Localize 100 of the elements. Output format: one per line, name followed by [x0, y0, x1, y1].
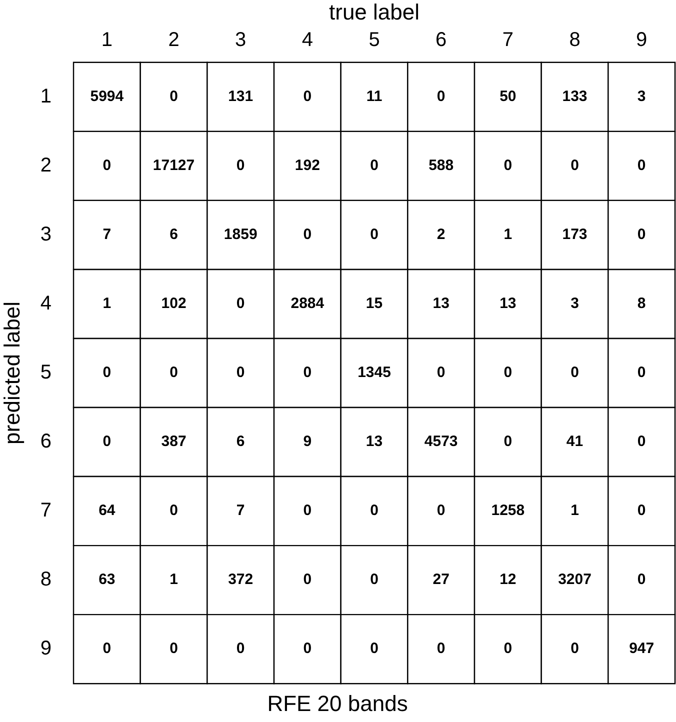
data-label: 3207 [558, 571, 592, 588]
data-label: 0 [303, 226, 312, 244]
data-label: 0 [637, 571, 646, 588]
data-label: 0 [436, 502, 446, 520]
data-label: 0 [170, 88, 178, 106]
data-label: 0 [370, 226, 378, 244]
x-tick-label: 2 [168, 28, 180, 51]
data-label: 0 [236, 364, 245, 382]
y-tick-label: 2 [40, 154, 52, 176]
data-label: 0 [303, 364, 312, 382]
y-tick-label: 7 [40, 500, 52, 522]
text: RFE 20 bands [267, 690, 408, 716]
x-tick-label: 3 [235, 28, 246, 51]
y-tick-label: 8 [40, 568, 52, 591]
x-axis-title: true label [329, 0, 420, 24]
y-tick-label: 1 [40, 85, 52, 108]
data-label: 0 [637, 157, 646, 174]
data-label: 0 [570, 364, 579, 382]
data-label: 133 [562, 88, 588, 106]
data-label: 63 [98, 571, 116, 588]
y-tick-label: 5 [40, 362, 52, 384]
data-label: 173 [562, 226, 588, 244]
data-label: 1 [170, 571, 178, 588]
data-label: 192 [294, 157, 320, 174]
data-label: 1 [102, 295, 112, 312]
data-label: 588 [428, 157, 454, 174]
data-label: 13 [366, 433, 383, 450]
data-label: 131 [228, 88, 254, 106]
data-label: 9 [303, 433, 312, 450]
data-label: 12 [500, 571, 516, 588]
data-label: 8 [637, 295, 646, 312]
y-tick-label: 6 [40, 430, 52, 453]
data-label: 3 [637, 88, 646, 106]
data-label: 0 [637, 433, 646, 450]
data-label: 0 [570, 157, 579, 174]
data-label: 0 [236, 157, 245, 174]
data-label: 2884 [290, 295, 325, 312]
data-label: 1859 [224, 226, 258, 244]
data-label: 0 [236, 295, 245, 312]
data-label: 0 [102, 157, 112, 174]
data-label: 64 [98, 502, 116, 520]
y-tick-label: 9 [40, 638, 52, 660]
data-label: 6 [170, 226, 178, 244]
data-label: 0 [170, 640, 178, 658]
data-label: 0 [170, 502, 178, 520]
data-label: 0 [637, 364, 646, 382]
data-label: 7 [236, 502, 245, 520]
data-label: 102 [161, 295, 186, 312]
data-label: 0 [637, 502, 646, 520]
data-label: 0 [303, 571, 312, 588]
data-label: 3 [570, 295, 579, 312]
data-label: 0 [570, 640, 579, 658]
data-label: 50 [500, 88, 516, 106]
data-label: 0 [504, 640, 512, 658]
data-label: 0 [102, 640, 112, 658]
x-tick-label: 4 [302, 28, 313, 51]
x-tick-label: 9 [636, 28, 648, 51]
data-label: 0 [436, 364, 446, 382]
data-label: 4573 [424, 433, 458, 450]
y-tick-label: 3 [40, 223, 52, 246]
data-label: 0 [102, 364, 112, 382]
y-tick-label: 4 [40, 292, 52, 314]
data-label: 15 [366, 295, 383, 312]
data-label: 1258 [491, 502, 525, 520]
data-label: 0 [436, 88, 446, 106]
data-label: 1 [570, 502, 579, 520]
data-label: 7 [102, 226, 112, 244]
data-label: 11 [366, 88, 382, 106]
data-label: 0 [504, 433, 512, 450]
data-label: 6 [236, 433, 245, 450]
data-label: 0 [637, 226, 646, 244]
data-label: 0 [303, 640, 312, 658]
data-label: 13 [432, 295, 450, 312]
data-label: 947 [629, 640, 654, 658]
data-label: 41 [566, 433, 584, 450]
data-label: 0 [370, 640, 378, 658]
data-label: 2 [436, 226, 446, 244]
data-label: 27 [432, 571, 450, 588]
y-axis-title: predicted label [0, 301, 24, 445]
x-tick-label: 8 [569, 28, 580, 51]
data-label: 0 [370, 571, 378, 588]
x-tick-label: 7 [502, 28, 514, 51]
data-label: 0 [170, 364, 178, 382]
data-label: 0 [504, 364, 512, 382]
data-label: 5994 [90, 88, 124, 106]
data-label: 0 [303, 88, 312, 106]
data-label: 13 [500, 295, 516, 312]
x-tick-label: 5 [368, 28, 380, 51]
data-label: 0 [504, 157, 512, 174]
data-label: 0 [370, 157, 378, 174]
data-label: 387 [161, 433, 186, 450]
data-label: 0 [436, 640, 446, 658]
data-label: 1 [504, 226, 512, 244]
data-label: 372 [228, 571, 254, 588]
data-label: 0 [236, 640, 245, 658]
x-tick-label: 1 [101, 28, 112, 51]
data-label: 0 [370, 502, 378, 520]
data-label: 0 [303, 502, 312, 520]
x-tick-label: 6 [436, 28, 447, 51]
data-label: 1345 [358, 364, 391, 382]
